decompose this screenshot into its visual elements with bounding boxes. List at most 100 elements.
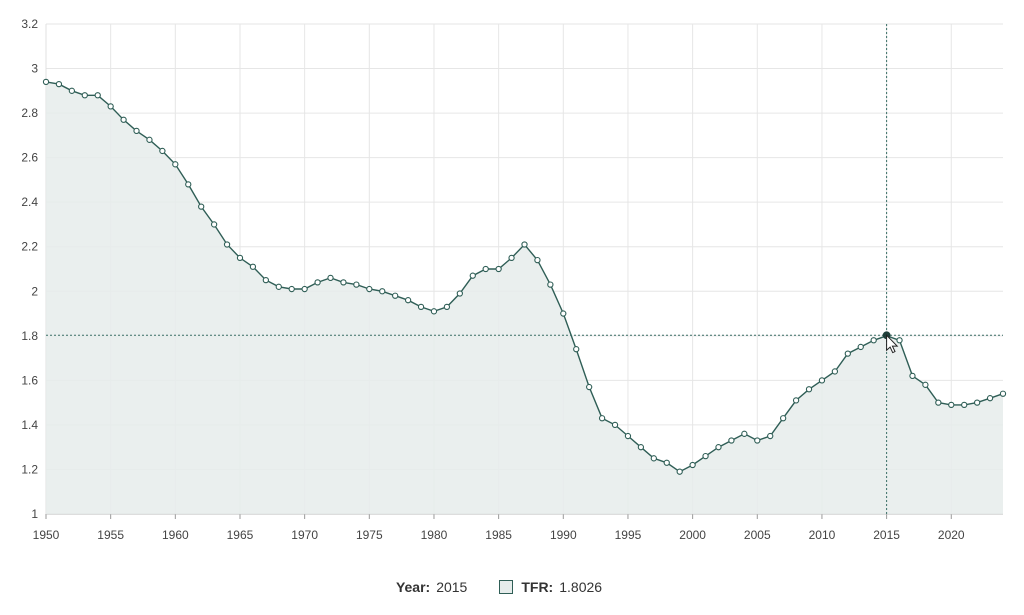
data-point[interactable] — [366, 285, 373, 293]
data-point[interactable] — [534, 256, 541, 264]
data-point[interactable] — [262, 276, 270, 284]
data-point[interactable] — [586, 383, 593, 391]
mouse-cursor-icon — [886, 334, 899, 354]
data-point[interactable] — [146, 136, 153, 143]
data-point[interactable] — [573, 346, 580, 353]
data-point[interactable] — [689, 461, 696, 469]
tfr-value: 1.8026 — [559, 579, 603, 595]
data-point[interactable] — [107, 103, 114, 110]
data-point[interactable] — [637, 444, 645, 451]
data-point[interactable] — [55, 80, 63, 88]
data-point[interactable] — [818, 377, 826, 384]
x-tick-label: 1970 — [291, 528, 318, 542]
data-point[interactable] — [611, 421, 619, 429]
data-point[interactable] — [81, 92, 88, 99]
data-point[interactable] — [392, 292, 399, 299]
data-point[interactable] — [728, 437, 735, 444]
data-point[interactable] — [508, 254, 515, 262]
data-point[interactable] — [443, 303, 451, 311]
data-point[interactable] — [314, 279, 321, 286]
data-point[interactable] — [172, 161, 179, 168]
data-point[interactable] — [805, 386, 813, 393]
data-point[interactable] — [831, 368, 839, 375]
data-point[interactable] — [159, 147, 166, 155]
data-point[interactable] — [417, 303, 425, 311]
data-point[interactable] — [482, 265, 489, 273]
data-point[interactable] — [560, 310, 567, 317]
data-point[interactable] — [236, 254, 244, 262]
data-point[interactable] — [754, 437, 761, 444]
data-point[interactable] — [469, 272, 476, 279]
data-point[interactable] — [857, 343, 864, 351]
data-point[interactable] — [223, 241, 231, 248]
year-value: 2015 — [436, 579, 468, 595]
data-point[interactable] — [198, 203, 205, 210]
data-point[interactable] — [909, 372, 916, 380]
chart-container[interactable]: 1 1.2 1.4 1.6 1.8 2 2.2 2.4 2.6 2.8 3 3.2 1950 1955 19… — [0, 0, 1024, 560]
data-point[interactable] — [185, 181, 192, 188]
data-point[interactable] — [42, 78, 50, 86]
data-point[interactable] — [741, 430, 748, 437]
data-point[interactable] — [624, 432, 632, 440]
data-point[interactable] — [676, 468, 683, 475]
data-point[interactable] — [68, 87, 76, 94]
data-point[interactable] — [301, 285, 308, 293]
y-tick-label: 1.2 — [21, 462, 38, 476]
data-point[interactable] — [986, 395, 994, 402]
x-tick-label: 1985 — [485, 528, 512, 542]
chart-legend: Year: 2015 TFR: 1.8026 — [0, 576, 1024, 598]
data-point[interactable] — [430, 308, 438, 315]
data-point[interactable] — [715, 444, 722, 451]
y-tick-label: 2.4 — [21, 195, 38, 209]
data-point[interactable] — [935, 399, 942, 406]
data-point[interactable] — [327, 274, 334, 282]
y-tick-label: 1 — [31, 507, 38, 521]
tfr-area-chart[interactable]: 1 1.2 1.4 1.6 1.8 2 2.2 2.4 2.6 2.8 3 3.2 1950 1955 19… — [0, 0, 1024, 560]
data-point[interactable] — [94, 92, 101, 99]
data-point[interactable] — [353, 281, 360, 288]
data-point[interactable] — [870, 337, 877, 344]
data-point[interactable] — [650, 455, 657, 462]
y-tick-label: 2 — [31, 284, 38, 298]
data-point[interactable] — [663, 459, 670, 466]
data-point[interactable] — [792, 397, 800, 404]
x-tick-label: 1950 — [33, 528, 60, 542]
tfr-swatch-icon[interactable] — [499, 580, 514, 594]
data-point[interactable] — [275, 283, 282, 290]
y-tick-label: 2.8 — [21, 106, 38, 120]
data-point[interactable] — [133, 127, 140, 135]
data-point[interactable] — [598, 415, 606, 422]
y-tick-label: 1.8 — [21, 329, 38, 343]
x-tick-label: 1965 — [227, 528, 254, 542]
data-point[interactable] — [547, 281, 554, 288]
data-point[interactable] — [961, 401, 968, 409]
data-point[interactable] — [948, 401, 955, 409]
x-tick-label: 1960 — [162, 528, 189, 542]
x-tick-label: 2000 — [679, 528, 706, 542]
data-point[interactable] — [120, 116, 127, 123]
y-tick-label: 3.2 — [21, 17, 38, 31]
data-point[interactable] — [379, 288, 386, 295]
data-point[interactable] — [495, 265, 502, 273]
x-tick-label: 1990 — [550, 528, 577, 542]
x-tick-label: 1955 — [97, 528, 124, 542]
data-point[interactable] — [249, 263, 257, 270]
data-point[interactable] — [702, 452, 709, 460]
data-point[interactable] — [896, 337, 903, 344]
data-point[interactable] — [210, 221, 218, 228]
data-point[interactable] — [767, 432, 774, 440]
data-point[interactable] — [999, 390, 1007, 397]
data-point[interactable] — [922, 381, 929, 388]
y-tick-label: 1.4 — [21, 418, 38, 432]
data-point[interactable] — [456, 290, 463, 297]
data-point[interactable] — [779, 415, 787, 422]
data-point[interactable] — [340, 279, 347, 286]
x-tick-label: 1980 — [421, 528, 448, 542]
data-point[interactable] — [521, 241, 528, 248]
data-point[interactable] — [404, 297, 412, 304]
data-point[interactable] — [973, 399, 981, 406]
y-tick-label: 2.2 — [21, 240, 38, 254]
x-tick-label: 2010 — [809, 528, 836, 542]
data-point[interactable] — [288, 285, 295, 293]
data-point[interactable] — [844, 350, 851, 357]
